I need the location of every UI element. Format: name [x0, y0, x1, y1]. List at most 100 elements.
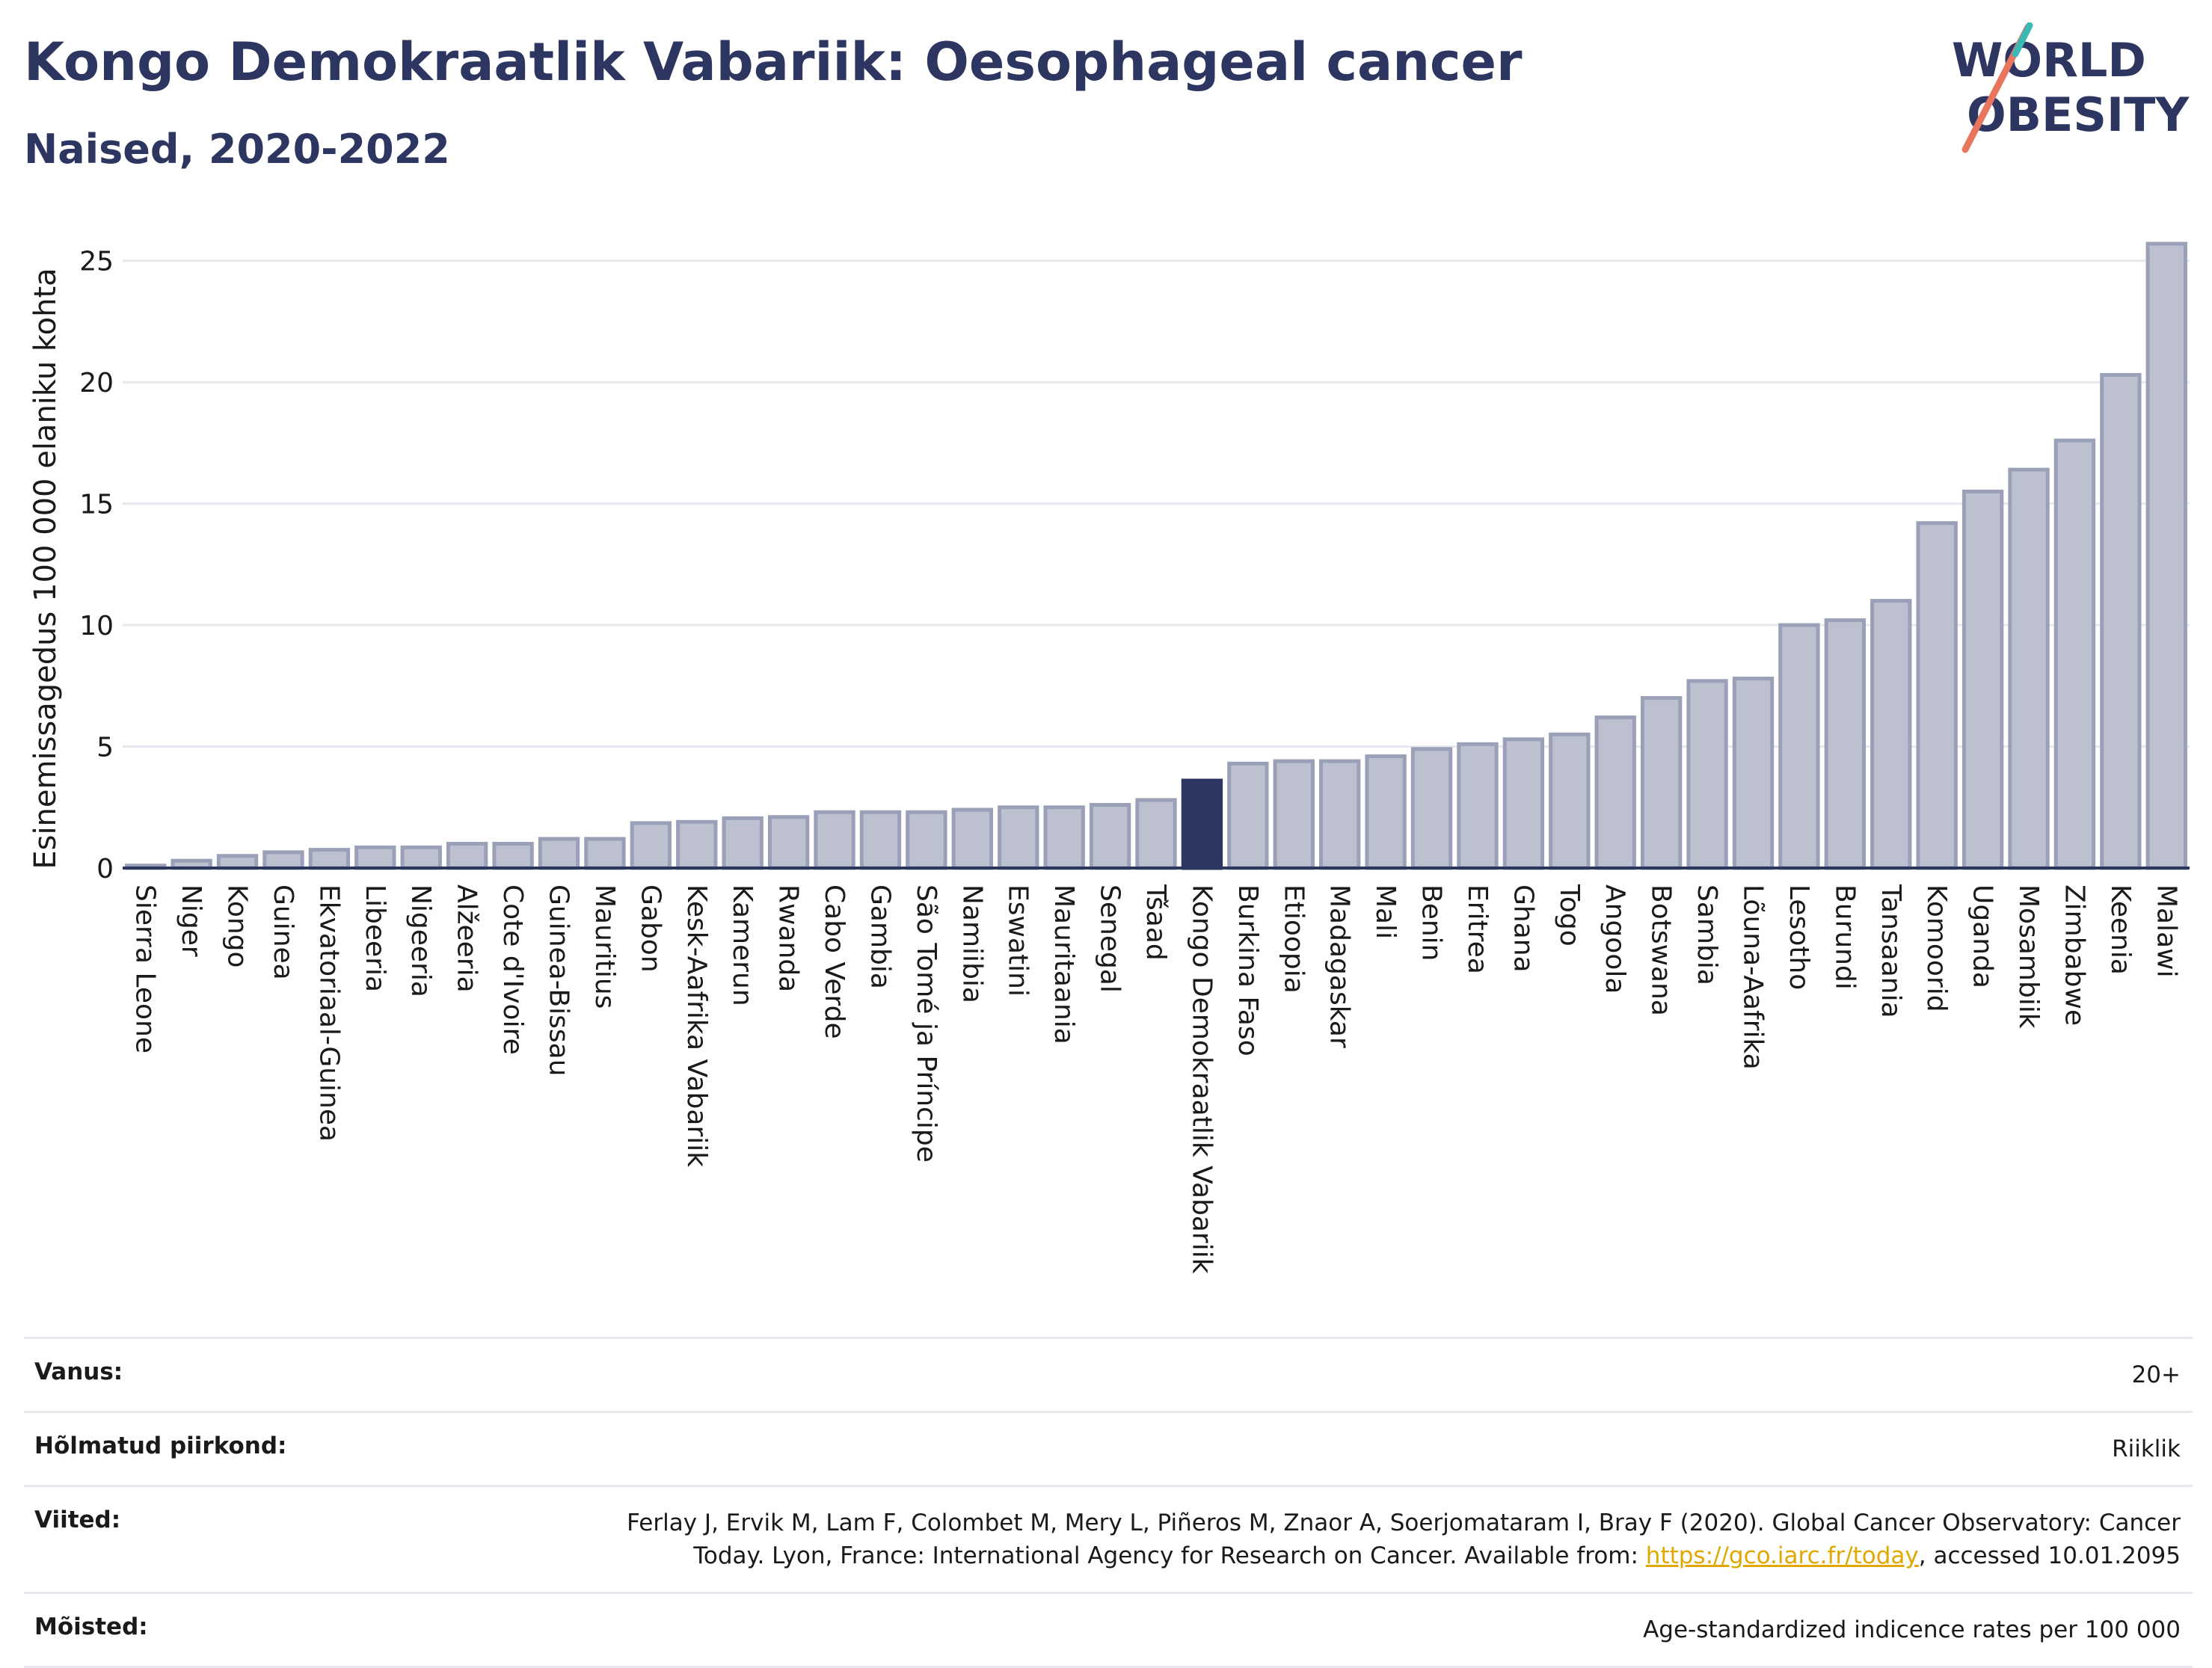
x-tick-label: Namiibia: [956, 884, 987, 1003]
reference-link[interactable]: https://gco.iarc.fr/today: [1645, 1542, 1919, 1569]
bar: [1502, 737, 1545, 870]
x-tick-label: Cabo Verde: [819, 884, 850, 1039]
x-tick-label: Gabon: [635, 884, 666, 973]
x-tick-label: Madagaskar: [1324, 884, 1355, 1048]
x-tick-label: Angoola: [1600, 884, 1630, 994]
info-value-coverage: Riiklik: [2112, 1435, 2181, 1462]
info-value-age: 20+: [2131, 1361, 2181, 1388]
x-tick-label: Rwanda: [773, 884, 804, 992]
bar: [1732, 677, 1775, 870]
bar: [951, 807, 993, 870]
x-tick-label: Ekvatoriaal-Guinea: [313, 884, 344, 1142]
y-tick-label: 10: [79, 611, 114, 641]
x-tick-label: Etioopia: [1278, 884, 1309, 994]
y-tick-label: 0: [96, 854, 114, 884]
x-tick-label: Tšaad: [1140, 884, 1171, 961]
bar: [354, 845, 396, 870]
info-row-age: Vanus: 20+: [24, 1337, 2193, 1411]
bar: [2008, 467, 2050, 870]
y-tick-label: 20: [79, 368, 114, 398]
x-tick-label: Tansaania: [1875, 884, 1906, 1018]
x-tick-label: Sambia: [1692, 884, 1722, 985]
x-tick-label: Komoorid: [1921, 884, 1952, 1012]
x-tick-label: Togo: [1554, 884, 1585, 947]
x-tick-label: Uganda: [1967, 884, 1998, 988]
x-tick-label: Kesk-Aafrika Vabariik: [681, 884, 712, 1167]
x-tick-label: Sierra Leone: [130, 884, 161, 1053]
bar: [1457, 742, 1499, 870]
bar: [1273, 759, 1315, 870]
info-value-definitions: Age-standardized indicence rates per 100…: [1643, 1616, 2181, 1643]
x-tick-label: Lõuna-Aafrika: [1737, 884, 1768, 1070]
bar: [2145, 241, 2187, 870]
x-tick-label: Botswana: [1646, 884, 1677, 1016]
x-tick-label: Mauritius: [589, 884, 620, 1009]
x-tick-label: Burkina Faso: [1232, 884, 1263, 1056]
info-table: Vanus: 20+ Hõlmatud piirkond: Riiklik Vi…: [24, 1337, 2193, 1668]
bar: [492, 842, 534, 870]
bar: [1594, 715, 1636, 870]
info-row-references: Viited: Ferlay J, Ervik M, Lam F, Colomb…: [24, 1485, 2193, 1592]
x-tick-label: Guinea-Bissau: [544, 884, 574, 1077]
bar: [262, 850, 304, 870]
x-tick-label: Mauritaania: [1048, 884, 1079, 1044]
x-tick-label: Benin: [1416, 884, 1447, 961]
bar: [814, 810, 855, 870]
bar: [1686, 679, 1728, 870]
x-tick-label: Libeeria: [360, 884, 390, 992]
y-axis-ticks: 0 5 10 15 20 25: [79, 247, 114, 884]
bar: [216, 854, 259, 870]
y-tick-label: 15: [79, 490, 114, 520]
x-tick-label: Nigeeria: [405, 884, 436, 997]
info-row-definitions: Mõisted: Age-standardized indicence rate…: [24, 1592, 2193, 1668]
reference-text: Ferlay J, Ervik M, Lam F, Colombet M, Me…: [627, 1509, 2181, 1569]
x-tick-label: Lesotho: [1784, 884, 1814, 990]
x-tick-label: Mosambiik: [2013, 884, 2044, 1029]
bar: [446, 842, 488, 870]
bar: [1640, 696, 1683, 870]
info-value-references: Ferlay J, Ervik M, Lam F, Colombet M, Me…: [625, 1507, 2181, 1572]
bar: [1549, 732, 1591, 870]
x-tick-label: Burundi: [1829, 884, 1860, 990]
info-label-age: Vanus:: [34, 1358, 123, 1385]
y-tick-label: 25: [79, 247, 114, 277]
logo-text-world: WORLD: [1952, 33, 2146, 87]
bar: [859, 810, 902, 870]
x-tick-label: Eswatini: [1003, 884, 1033, 997]
x-tick-label: Alžeeria: [452, 884, 482, 993]
bar: [1961, 489, 2004, 870]
logo-text-obesity: OBESITY: [1967, 87, 2190, 142]
info-label-coverage: Hõlmatud piirkond:: [34, 1432, 287, 1459]
bar: [1135, 798, 1177, 870]
bar: [906, 810, 947, 870]
x-tick-label: Cote d'Ivoire: [497, 884, 528, 1055]
x-tick-label: Mali: [1370, 884, 1401, 939]
bar: [1916, 521, 1958, 870]
reference-accessed: , accessed 10.01.2095: [1918, 1542, 2181, 1569]
y-axis-title: Esinemissagedus 100 000 elaniku kohta: [28, 268, 63, 869]
bar: [998, 805, 1039, 870]
info-label-references: Viited:: [34, 1507, 121, 1533]
x-tick-label: Keenia: [2105, 884, 2136, 975]
x-tick-label: Kongo: [222, 884, 253, 968]
bar: [1365, 754, 1407, 870]
bar: [538, 837, 580, 870]
bar: [1043, 805, 1085, 870]
bar: [1089, 803, 1131, 870]
bar: [2100, 372, 2142, 870]
bar: [676, 819, 718, 870]
bar: [2053, 438, 2096, 870]
bar: [767, 815, 810, 870]
logo-slash-teal: [2012, 22, 2033, 58]
bar: [1778, 623, 1820, 870]
x-tick-label: Niger: [176, 884, 206, 957]
page-subtitle: Naised, 2020-2022: [24, 126, 450, 173]
bar: [400, 845, 442, 870]
x-tick-label: Malawi: [2151, 884, 2181, 978]
bars: [125, 241, 2187, 870]
bar: [1824, 618, 1867, 870]
bar-highlighted: [1181, 778, 1223, 870]
y-tick-label: 5: [96, 733, 114, 763]
world-obesity-logo: WORLD OBESITY: [1952, 22, 2190, 153]
page-title: Kongo Demokraatlik Vabariik: Oesophageal…: [24, 31, 1523, 93]
